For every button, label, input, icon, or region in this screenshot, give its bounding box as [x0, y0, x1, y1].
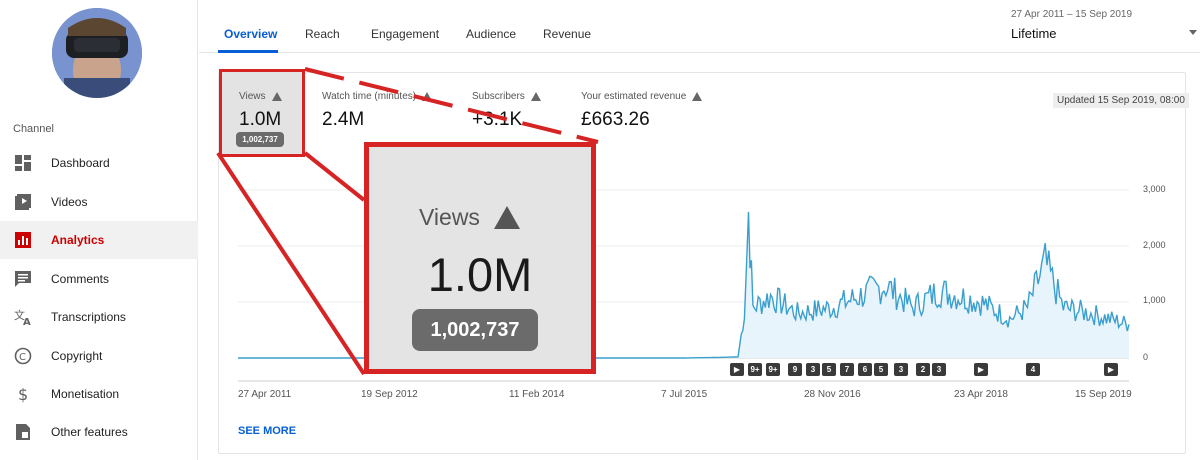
tab-overview[interactable]: Overview — [224, 27, 278, 41]
svg-text:文: 文 — [14, 308, 25, 322]
views-area-fill — [238, 211, 1129, 358]
dashboard-icon — [13, 153, 33, 173]
tab-audience[interactable]: Audience — [466, 27, 517, 41]
metric-label-text: Your estimated revenue — [581, 91, 687, 102]
date-range: 27 Apr 2011 – 15 Sep 2019 — [1011, 9, 1133, 20]
sidebar-item-dashboard[interactable]: Dashboard — [0, 144, 198, 182]
sidebar-item-other-features[interactable]: Other features — [0, 413, 198, 451]
avatar-image — [52, 8, 142, 98]
zoom-metric-label: Views — [419, 204, 520, 231]
metric-label: Views — [239, 91, 282, 102]
x-tick-label: 27 Apr 2011 — [238, 389, 292, 400]
tab-revenue[interactable]: Revenue — [543, 27, 592, 41]
x-tick-label: 11 Feb 2014 — [509, 389, 565, 400]
monetisation-icon: $ — [13, 384, 33, 404]
sidebar-item-monetisation[interactable]: $ Monetisation — [0, 375, 198, 413]
annotation-marker[interactable]: 3 — [894, 363, 908, 376]
sidebar-item-label: Transcriptions — [51, 310, 126, 324]
other-features-icon — [13, 422, 33, 442]
sidebar-item-label: Copyright — [51, 349, 103, 363]
y-tick-label: 2,000 — [1143, 240, 1166, 250]
x-tick-label: 15 Sep 2019 — [1075, 389, 1132, 400]
annotation-marker[interactable]: 5 — [822, 363, 836, 376]
tab-engagement[interactable]: Engagement — [371, 27, 440, 41]
comments-icon — [13, 269, 33, 289]
sidebar-item-label: Videos — [51, 195, 88, 209]
annotation-marker[interactable]: 2 — [916, 363, 930, 376]
exact-value-badge: 1,002,737 — [236, 132, 284, 147]
metric-label-text: Views — [239, 91, 266, 102]
channel-section-label: Channel — [13, 123, 54, 135]
annotation-marker[interactable]: 7 — [840, 363, 854, 376]
avatar[interactable] — [52, 8, 142, 98]
sidebar: Channel Dashboard Videos Analytics Comme… — [0, 0, 198, 460]
updated-timestamp: Updated 15 Sep 2019, 08:00 — [1053, 93, 1189, 108]
annotation-marker[interactable]: 9+ — [748, 363, 762, 376]
sidebar-item-label: Analytics — [51, 233, 105, 247]
views-zoom-callout: Views 1.0M 1,002,737 — [364, 142, 596, 374]
annotation-marker[interactable]: 5 — [874, 363, 888, 376]
period-selector[interactable]: Lifetime — [1011, 26, 1057, 41]
x-tick-label: 7 Jul 2015 — [661, 389, 708, 400]
chevron-down-icon[interactable] — [1189, 30, 1197, 35]
annotation-marker[interactable]: 4 — [1026, 363, 1040, 376]
x-tick-label: 28 Nov 2016 — [804, 389, 861, 400]
sidebar-item-label: Comments — [51, 272, 110, 286]
warning-icon — [271, 92, 282, 101]
see-more-link[interactable]: SEE MORE — [238, 425, 297, 437]
tab-reach[interactable]: Reach — [305, 27, 340, 41]
annotation-marker[interactable]: ▶ — [974, 363, 988, 376]
warning-icon — [692, 92, 703, 101]
svg-text:C: C — [19, 352, 26, 363]
views-metric-highlight[interactable] — [219, 69, 305, 157]
zoom-exact-value-badge: 1,002,737 — [412, 309, 538, 351]
metric-label: Your estimated revenue — [581, 91, 703, 102]
zoom-label-text: Views — [419, 204, 480, 230]
sidebar-item-label: Other features — [51, 425, 128, 439]
zoom-metric-value: 1.0M — [427, 248, 533, 301]
tabs-bar: Overview Reach Engagement Audience Reven… — [199, 0, 1200, 53]
annotation-marker[interactable]: 9+ — [766, 363, 780, 376]
analytics-icon — [13, 230, 33, 250]
warning-icon — [493, 206, 520, 229]
x-tick-label: 23 Apr 2018 — [954, 389, 1008, 400]
sidebar-item-videos[interactable]: Videos — [0, 183, 198, 221]
copyright-icon: C — [13, 346, 33, 366]
svg-text:$: $ — [18, 385, 28, 403]
videos-icon — [13, 192, 33, 212]
sidebar-item-copyright[interactable]: C Copyright — [0, 337, 198, 375]
metric-value: 1.0M — [239, 109, 282, 130]
annotation-marker[interactable]: 9 — [788, 363, 802, 376]
sidebar-item-label: Monetisation — [51, 387, 120, 401]
y-tick-label: 0 — [1143, 352, 1149, 362]
annotation-marker[interactable]: 3 — [806, 363, 820, 376]
annotation-marker[interactable]: 6 — [858, 363, 872, 376]
x-tick-label: 19 Sep 2012 — [361, 389, 418, 400]
annotation-marker[interactable]: 3 — [932, 363, 946, 376]
sidebar-item-analytics[interactable]: Analytics — [0, 221, 198, 259]
active-tab-indicator — [218, 50, 278, 53]
sidebar-item-label: Dashboard — [51, 156, 110, 170]
annotation-marker[interactable]: ▶ — [1104, 363, 1118, 376]
svg-text:A: A — [23, 317, 31, 326]
annotation-marker[interactable]: ▶ — [730, 363, 744, 376]
main-content: Overview Reach Engagement Audience Reven… — [199, 0, 1200, 460]
sidebar-item-comments[interactable]: Comments — [0, 260, 198, 298]
y-tick-label: 1,000 — [1143, 295, 1166, 305]
y-tick-label: 3,000 — [1143, 184, 1166, 194]
